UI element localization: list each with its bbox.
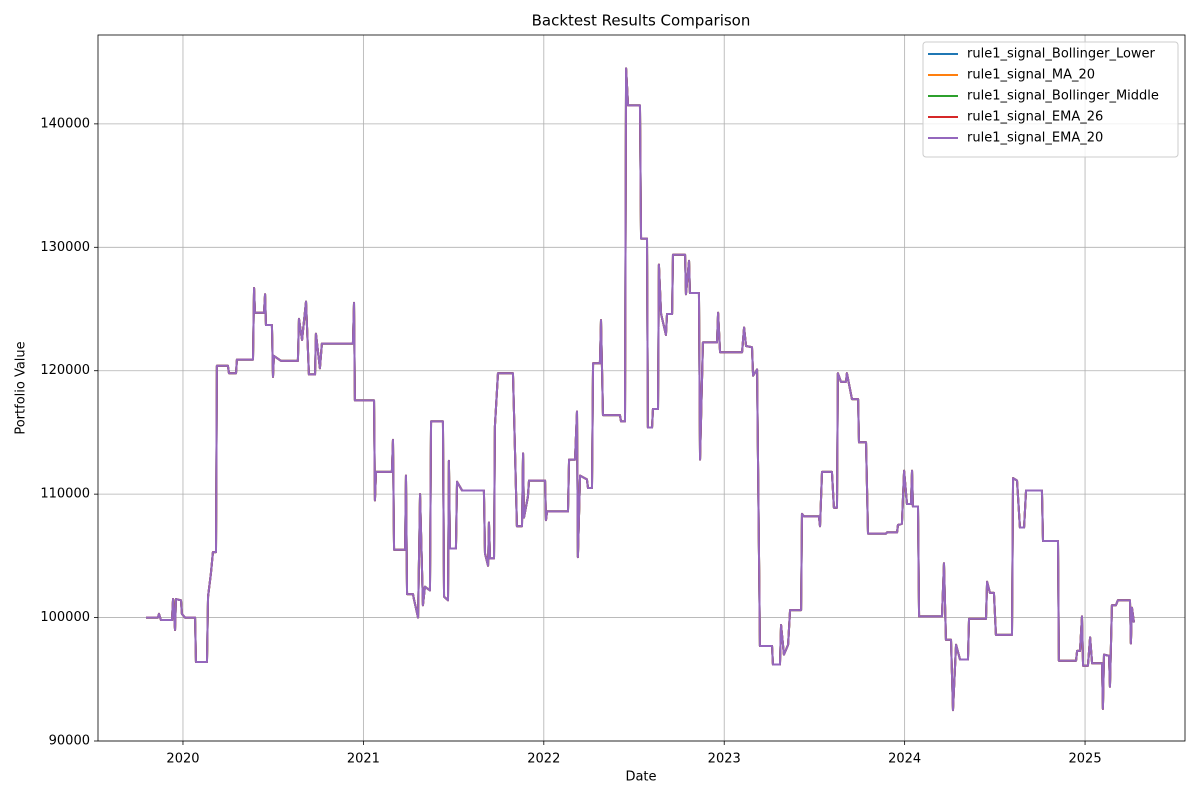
grid: 90000 100000 110000 120000 130000 140000 2020 2… bbox=[40, 35, 1185, 767]
x-tick-label: 2025 bbox=[1069, 752, 1102, 767]
x-tick-label: 2023 bbox=[708, 752, 741, 767]
y-tick-label: 130000 bbox=[40, 240, 90, 255]
x-tick-label: 2024 bbox=[888, 752, 921, 767]
x-tick-label: 2022 bbox=[527, 752, 560, 767]
y-tick-label: 90000 bbox=[49, 734, 90, 749]
legend-label: rule1_signal_EMA_20 bbox=[967, 131, 1103, 146]
plot-area bbox=[145, 67, 1135, 712]
data-line bbox=[145, 67, 1135, 712]
chart-title: Backtest Results Comparison bbox=[532, 12, 751, 30]
x-tick-label: 2020 bbox=[166, 752, 199, 767]
y-tick-label: 120000 bbox=[40, 363, 90, 378]
legend-label: rule1_signal_MA_20 bbox=[967, 68, 1095, 83]
legend-label: rule1_signal_Bollinger_Middle bbox=[967, 89, 1159, 104]
legend-label: rule1_signal_Bollinger_Lower bbox=[967, 47, 1156, 62]
axes-frame bbox=[97, 34, 1186, 742]
y-tick-label: 110000 bbox=[40, 487, 90, 502]
y-tick-label: 100000 bbox=[40, 610, 90, 625]
legend: rule1_signal_Bollinger_Lower rule1_signal… bbox=[922, 41, 1179, 158]
x-axis-label: Date bbox=[625, 770, 656, 785]
legend-box bbox=[922, 41, 1179, 158]
x-tick-label: 2021 bbox=[347, 752, 380, 767]
y-axis-label: Portfolio Value bbox=[14, 341, 29, 434]
y-tick-label: 140000 bbox=[40, 116, 90, 131]
legend-label: rule1_signal_EMA_26 bbox=[967, 110, 1103, 125]
